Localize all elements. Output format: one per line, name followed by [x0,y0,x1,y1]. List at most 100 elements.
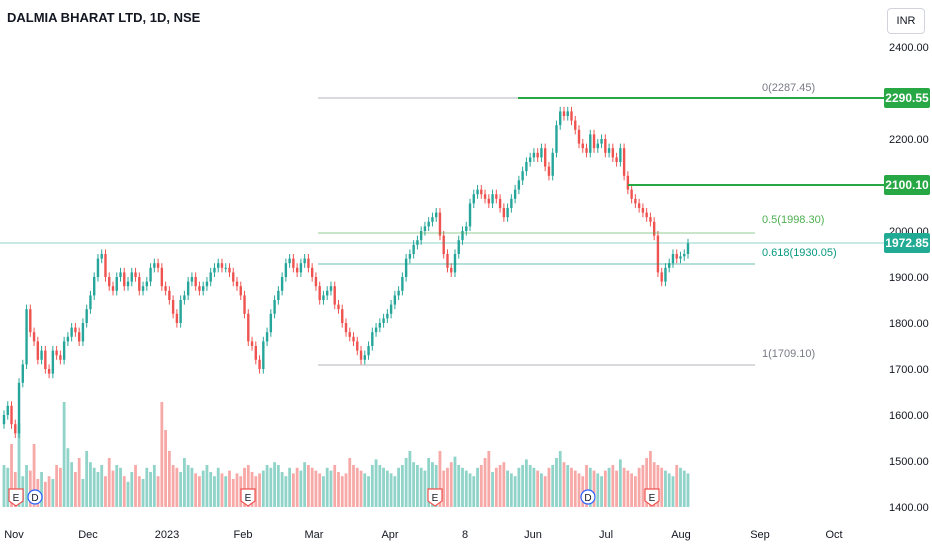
volume-bar [453,456,457,507]
volume-bar [261,470,265,507]
candle-body [126,281,130,287]
x-tick-label: 2023 [155,529,179,541]
candle-body [419,231,423,241]
volume-bar [461,467,464,507]
dividend-marker[interactable] [27,489,43,505]
candle-body [59,355,62,360]
candle-body [393,295,397,305]
volume-bar [577,473,581,507]
candle-body [32,332,36,342]
volume-bar [679,467,682,507]
volume-bar [630,473,634,507]
candle-body [104,254,107,277]
volume-bar [344,473,348,507]
candle-body [367,346,370,356]
volume-bar [348,458,352,507]
candle-body [434,212,438,218]
volume-bar [404,458,408,507]
candle-body [438,212,442,236]
volume-bar [228,470,231,507]
candle-body [450,267,453,273]
volume-bar [51,479,55,507]
candle-body [652,221,656,236]
candle-body [442,235,445,254]
volume-bar [235,473,239,507]
volume-bar [615,470,618,507]
volume-bar [618,459,622,507]
volume-bar [47,476,51,507]
volume-bar [656,465,660,507]
volume-bar [92,467,96,507]
volume-bar [337,472,340,507]
volume-bar [686,473,690,507]
candle-body [186,281,190,296]
candle-body [92,277,96,296]
volume-bar [540,473,543,507]
volume-bar [476,467,479,507]
volume-bar [2,465,6,507]
earnings-marker[interactable] [240,488,256,507]
earnings-marker[interactable] [427,488,443,507]
chart-title: DALMIA BHARAT LTD, 1D, NSE [7,10,201,25]
candle-body [232,272,235,282]
volume-bar [25,465,28,507]
currency-button[interactable]: INR [887,8,925,34]
volume-bar [243,467,246,507]
fib-label-0618: 0.618(1930.05) [762,247,837,259]
candle-body [341,309,344,323]
y-tick-label: 1700.00 [889,364,929,376]
volume-bar [224,476,228,507]
fib-label-1: 1(1709.10) [762,348,815,360]
candle-body [209,272,212,282]
volume-bar [194,473,198,507]
candle-body [303,258,306,264]
earnings-marker[interactable] [8,488,24,507]
volume-bar [122,476,126,507]
candle-body [326,290,329,296]
volume-bar [547,467,551,507]
x-tick-label: Sep [750,529,770,541]
candle-body [495,194,498,199]
candle-body [96,258,100,277]
candle-body [577,129,581,144]
candle-body [656,235,660,273]
candle-body [134,272,137,277]
volume-bar [40,472,43,507]
y-tick-label: 1500.00 [889,456,929,468]
fib-label-05: 0.5(1998.30) [762,214,824,226]
candle-body [262,341,265,369]
candle-body [528,157,532,162]
candle-body [89,295,92,310]
volume-bar [479,465,483,507]
volume-bar [649,451,652,507]
volume-bar [633,476,637,507]
y-tick-label: 1900.00 [889,272,929,284]
volume-bar [671,476,675,507]
earnings-marker[interactable] [644,488,660,507]
volume-bar [423,470,427,507]
candle-body [198,286,201,291]
volume-bar [175,467,179,507]
candle-body [273,300,276,314]
candle-body [168,290,171,300]
candle-body [322,295,325,300]
volume-bar [209,472,213,507]
candle-body [374,327,378,333]
volume-bar [506,470,510,507]
candle-body [352,336,355,342]
dividend-marker[interactable] [580,489,596,505]
candle-body [637,203,641,208]
candle-body [641,208,645,213]
x-tick-label: Feb [234,529,253,541]
volume-bar [588,467,592,507]
volume-bar [265,465,269,507]
candle-body [645,212,648,218]
volume-bar [198,476,201,507]
candle-body [81,323,85,342]
volume-bar [434,465,438,507]
candle-body [111,286,115,291]
volume-bar [115,465,119,507]
candle-body [626,175,630,190]
volume-bar [333,465,337,507]
